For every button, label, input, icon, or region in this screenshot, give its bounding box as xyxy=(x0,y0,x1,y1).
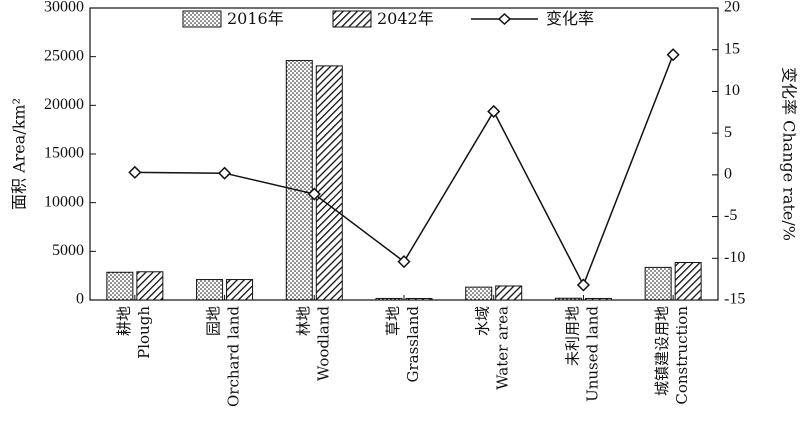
legend: 2016年 2042年 变化率 xyxy=(182,9,594,28)
category-label-en: Orchard land xyxy=(225,306,243,407)
bar-2042 xyxy=(405,297,433,301)
bar-2016 xyxy=(106,271,134,301)
category-label-group: 园地 Orchard land xyxy=(205,306,243,407)
y-tick-label: 30000 xyxy=(44,0,84,16)
category-label-group: 水域 Water area xyxy=(474,306,512,390)
bar-2042 xyxy=(495,285,523,301)
y-tick-label: 15000 xyxy=(44,145,84,162)
bar-2016 xyxy=(465,286,493,301)
bar-2042 xyxy=(584,297,612,301)
y-axis-title: 面积 Area/km² xyxy=(10,98,29,210)
category-label-en: Woodland xyxy=(314,306,332,381)
y-tick-label: 0 xyxy=(76,291,84,308)
bar-2016 xyxy=(375,297,403,301)
y-tick-label: 25000 xyxy=(44,47,84,64)
category-label-en: Grassland xyxy=(404,306,422,383)
y-right-tick-label: -5 xyxy=(724,207,737,224)
bar-2042 xyxy=(674,262,702,301)
bar-2016 xyxy=(196,279,224,301)
y-tick-label: 10000 xyxy=(44,193,84,210)
category-label-en: Water area xyxy=(494,306,512,390)
bar-2042 xyxy=(315,65,343,301)
y-right-tick-label: -15 xyxy=(724,291,745,308)
right-axis: -15 -10 -5 0 5 10 15 20 xyxy=(712,0,745,308)
bar-2016 xyxy=(644,266,672,301)
change-rate-line xyxy=(134,54,674,287)
x-axis: 耕地 Plough 园地 Orchard land 林地 Woodland 草地 Grassl… xyxy=(115,306,691,407)
y-tick-label: 20000 xyxy=(44,96,84,113)
change-rate-line-layer xyxy=(128,48,680,292)
y-right-tick-label: 15 xyxy=(724,40,740,57)
change-rate-point xyxy=(487,104,501,119)
y-right-tick-label: 5 xyxy=(724,124,732,141)
category-label-zh: 城镇建设用地 xyxy=(653,306,671,396)
bar-2042 xyxy=(136,271,164,301)
category-label-zh: 耕地 xyxy=(115,306,133,336)
category-label-group: 耕地 Plough xyxy=(115,306,153,359)
category-label-group: 城镇建设用地 Construction xyxy=(653,306,691,405)
y-right-tick-label: -10 xyxy=(724,249,745,266)
y-axis-right-title: 变化率 Change rate/% xyxy=(780,67,799,241)
bar-2016 xyxy=(554,297,582,301)
change-rate-point xyxy=(576,278,590,292)
legend-diamond-marker xyxy=(497,12,512,26)
category-label-zh: 林地 xyxy=(294,306,312,336)
category-label-en: Construction xyxy=(673,306,691,405)
y-right-tick-label: 20 xyxy=(724,0,740,16)
change-rate-point xyxy=(128,165,142,179)
category-label-zh: 草地 xyxy=(384,306,402,336)
bar-2042 xyxy=(226,279,254,301)
legend-swatch-2016 xyxy=(182,10,222,28)
y-right-tick-label: 10 xyxy=(724,82,740,99)
y-right-tick-label: 0 xyxy=(724,166,732,183)
category-label-zh: 未利用地 xyxy=(563,306,581,366)
category-label-group: 林地 Woodland xyxy=(294,306,332,381)
category-label-group: 未利用地 Unused land xyxy=(563,306,601,402)
category-label-zh: 园地 xyxy=(205,306,223,336)
y-tick-label: 5000 xyxy=(52,242,84,259)
category-label-zh: 水域 xyxy=(474,306,492,336)
change-rate-point xyxy=(218,166,232,180)
change-rate-point xyxy=(666,48,680,62)
legend-label-change-rate: 变化率 xyxy=(546,9,594,28)
category-label-group: 草地 Grassland xyxy=(384,306,422,383)
change-rate-point xyxy=(397,255,411,269)
bars-layer xyxy=(106,60,702,301)
category-label-en: Plough xyxy=(135,306,153,359)
change-rate-point xyxy=(307,187,321,201)
bar-2016 xyxy=(285,60,313,301)
legend-label-2042: 2042年 xyxy=(377,9,434,28)
legend-label-2016: 2016年 xyxy=(227,9,284,28)
left-axis: 0 5000 10000 15000 20000 25000 30000 xyxy=(44,0,96,308)
legend-swatch-2042 xyxy=(332,10,372,28)
category-label-en: Unused land xyxy=(583,306,601,402)
